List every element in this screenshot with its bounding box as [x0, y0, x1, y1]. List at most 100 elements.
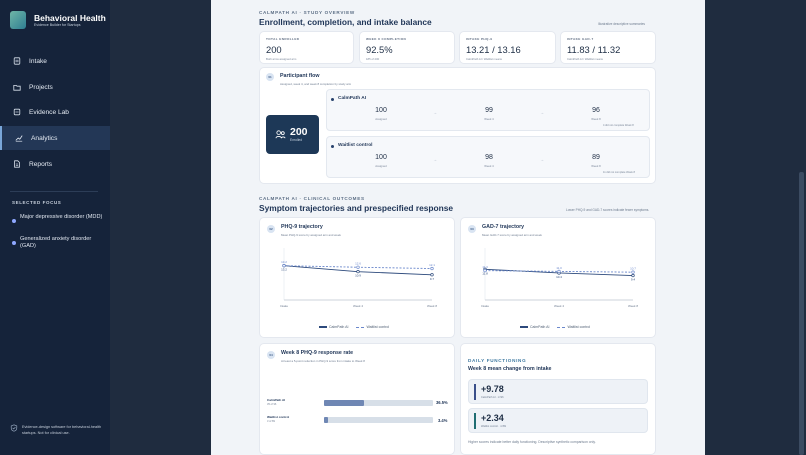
kpi-subtext: CalmPath AI / Waitlist means [466, 57, 502, 61]
kpi-subtext: Both arms assigned arm [266, 57, 297, 61]
arrow-right-icon: → [433, 110, 437, 115]
users-icon [275, 130, 286, 139]
daily-change-calmpath: +9.78 CalmPath AI · n=96 [468, 379, 648, 404]
nav-label: Reports [29, 160, 53, 168]
legend-item-waitlist: Waitlist control [356, 325, 389, 329]
overview-title: Enrollment, completion, and intake balan… [259, 17, 432, 27]
data-point-calmpath [631, 273, 635, 278]
arrow-right-icon: → [540, 110, 544, 115]
kpi-value: 11.83 / 11.32 [567, 44, 621, 55]
kpi-label: INTAKE PHQ-9 [466, 37, 493, 41]
change-value: +9.78 [481, 384, 504, 394]
overview-note: Illustrative descriptive summaries [598, 22, 645, 26]
bar-value: 3.4% [438, 418, 448, 423]
data-point-calmpath [356, 270, 360, 274]
scrollbar[interactable] [799, 172, 804, 455]
change-sublabel: Waitlist control · n=89 [481, 425, 506, 428]
nav-item-projects[interactable]: Projects [0, 75, 110, 99]
sidebar: Behavioral Health Evidence Builder for S… [0, 0, 110, 455]
bar-value: 36.5% [436, 400, 448, 405]
data-point-waitlist [557, 269, 561, 274]
kpi-card-completion: WEEK 8 COMPLETION 92.5% 185 of 200 [359, 31, 455, 64]
nav-label: Projects [29, 83, 53, 91]
response-rate-card: 04 Week 8 PHQ-9 response rate At least a… [259, 343, 455, 455]
change-value: +2.34 [481, 413, 504, 423]
stage-value: 100 [375, 107, 387, 114]
stage-label: Week 8 [591, 164, 601, 168]
attrition-note: 11 did not complete Week 8 [603, 171, 635, 174]
stage-label: Week 4 [484, 117, 494, 121]
chart-title: Week 8 PHQ-9 response rate [281, 350, 354, 356]
stage-value: 89 [592, 154, 600, 161]
legend-item-waitlist: Waitlist control [557, 325, 590, 329]
page-gutter-right [705, 0, 806, 455]
chart-legend: CalmPath AI Waitlist control [319, 325, 389, 329]
response-bar-waitlist [324, 417, 328, 423]
nav-label: Intake [29, 57, 47, 65]
kpi-card-intake-gad7: INTAKE GAD-7 11.83 / 11.32 CalmPath AI /… [560, 31, 656, 64]
data-label-waitlist: 12.6 [355, 262, 361, 266]
stage-value: 100 [375, 154, 387, 161]
brand-subtitle: Evidence Builder for Startups [34, 23, 81, 27]
page-gutter-left [110, 0, 211, 455]
nav-item-reports[interactable]: Reports [0, 152, 110, 176]
data-point-calmpath [430, 273, 434, 277]
data-label-waitlist: 11.0 [556, 266, 562, 270]
nav-item-analytics[interactable]: Analytics [0, 126, 110, 150]
chart-line-icon [15, 135, 23, 142]
gad7-trajectory-card: 03 GAD-7 trajectory Mean GAD-7 score by … [460, 217, 656, 338]
chart-subtitle: Mean GAD-7 score by assigned arm and wee… [482, 233, 542, 237]
focus-dot-icon [12, 241, 16, 245]
data-label-waitlist: 13.2 [281, 260, 287, 264]
focus-dot-icon [12, 219, 16, 223]
response-bar-track [324, 400, 433, 406]
nav-item-intake[interactable]: Intake [0, 49, 110, 73]
brand-title: Behavioral Health [34, 13, 106, 23]
kpi-label: TOTAL ENROLLED [266, 37, 300, 41]
data-point-waitlist [356, 265, 360, 269]
chart-legend: CalmPath AI Waitlist control [520, 325, 590, 329]
legend-label: CalmPath AI [530, 325, 550, 329]
section-badge: 01 [266, 73, 274, 81]
enrolled-value: 200 [290, 126, 308, 138]
data-label-calmpath: 13.2 [281, 268, 287, 272]
chart-subtitle: At least a 5-point reduction in PHQ-9 sc… [281, 359, 365, 363]
legend-label: CalmPath AI [329, 325, 349, 329]
nav-item-evidence-lab[interactable]: Evidence Lab [0, 100, 110, 124]
focus-item-gad[interactable]: Generalized anxiety disorder (GAD) [20, 236, 92, 249]
bar-label: Waitlist control [267, 415, 290, 419]
shield-icon [10, 424, 18, 432]
arrow-right-icon: → [540, 157, 544, 162]
x-tick-label: Week 8 [427, 304, 437, 308]
data-label-waitlist: 10.7 [630, 267, 636, 271]
legend-item-calmpath: CalmPath AI [520, 325, 549, 329]
phq9-line-chart: Intake Week 4 Week 8 13.2 10.9 9.7 13.2 12.6 12.… [280, 248, 437, 308]
stage-value: 96 [592, 107, 600, 114]
clipboard-icon [13, 57, 21, 65]
nav-label: Analytics [31, 134, 58, 142]
data-point-waitlist [483, 268, 487, 273]
section-badge: 02 [267, 225, 275, 233]
phq9-trajectory-card: 02 PHQ-9 trajectory Mean PHQ-9 score by … [259, 217, 455, 338]
arm-dot-icon [331, 145, 334, 148]
arm-row-calmpath: CalmPath AI 100 Assigned → 99 Week 4 → 9… [326, 89, 650, 131]
data-label-calmpath: 9.4 [631, 278, 636, 282]
kpi-card-intake-phq9: INTAKE PHQ-9 13.21 / 13.16 CalmPath AI /… [459, 31, 556, 64]
kpi-subtext: CalmPath AI / Waitlist means [567, 57, 603, 61]
kpi-value: 13.21 / 13.16 [466, 44, 521, 55]
daily-eyebrow: DAILY FUNCTIONING [468, 358, 527, 363]
document-icon [14, 160, 20, 168]
arm-dot-icon [331, 98, 334, 101]
bar-sublabel: 3 of 89 [267, 420, 275, 423]
x-tick-label: Week 8 [628, 304, 638, 308]
response-bar-calmpath [324, 400, 364, 406]
data-label-waitlist: 11.3 [482, 265, 488, 269]
focus-item-mdd[interactable]: Major depressive disorder (MDD) [20, 214, 103, 220]
bar-sublabel: 35 of 96 [267, 403, 277, 406]
data-label-waitlist: 12.1 [429, 263, 435, 267]
stage-label: Assigned [375, 164, 387, 168]
outcomes-eyebrow: CALMPATH AI · CLINICAL OUTCOMES [259, 196, 365, 201]
data-point-waitlist [430, 266, 434, 271]
daily-change-waitlist: +2.34 Waitlist control · n=89 [468, 408, 648, 433]
x-tick-label: Intake [481, 304, 490, 308]
